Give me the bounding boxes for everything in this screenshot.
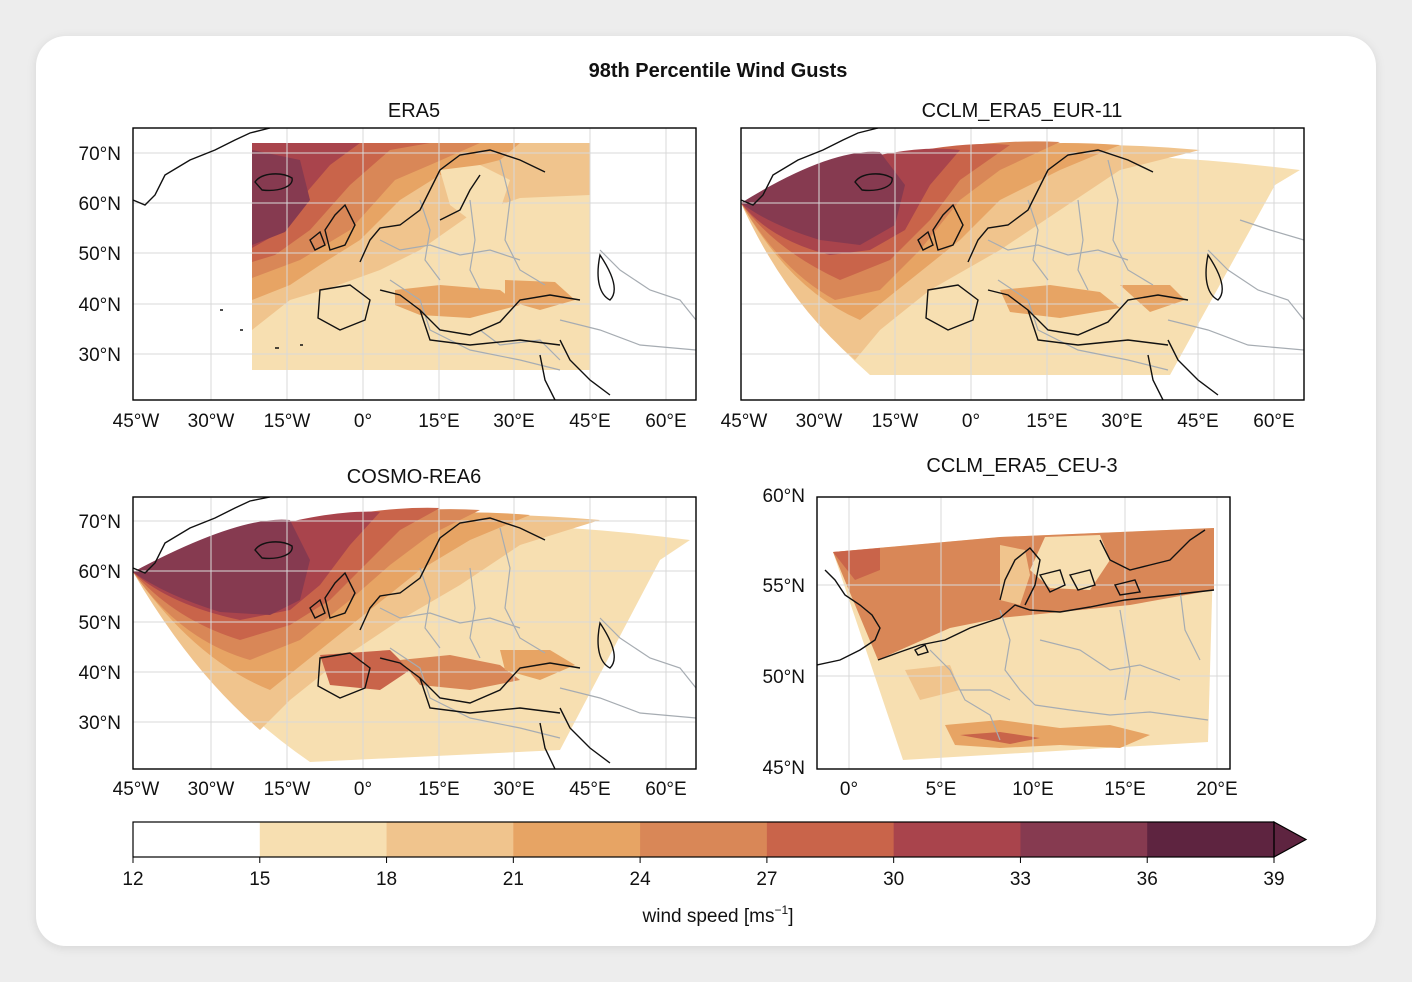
panel-title: COSMO-REA6 — [347, 466, 481, 488]
y-tick-label: 40°N — [79, 663, 121, 684]
x-tick-label: 45°W — [721, 411, 768, 432]
colorbar-swatch — [640, 822, 768, 857]
x-tick-label: 15°W — [872, 411, 919, 432]
y-tick-label: 55°N — [763, 576, 805, 597]
coastlines — [741, 128, 1223, 400]
x-tick-label: 15°W — [264, 779, 311, 800]
y-tick-label: 60°N — [763, 486, 805, 507]
x-tick-label: 60°E — [645, 411, 686, 432]
axis-ticks: 45°W 30°W 15°W 0° 15°E 30°E 45°E 60°E — [721, 411, 1295, 432]
x-tick-label: 45°E — [569, 779, 610, 800]
colorbar-tick-label: 15 — [249, 869, 270, 890]
panel-title: CCLM_ERA5_CEU-3 — [926, 455, 1117, 477]
colorbar-swatch — [766, 822, 895, 857]
colorbar-swatch — [1147, 822, 1275, 857]
coastlines — [817, 529, 1215, 666]
x-tick-label: 30°E — [493, 779, 534, 800]
colorbar-tick-label: 33 — [1010, 869, 1031, 890]
x-tick-label: 15°W — [264, 411, 311, 432]
colorbar: 12 15 18 21 24 27 30 33 36 39 wind speed [ms−1] — [122, 820, 1308, 927]
y-tick-label: 40°N — [79, 295, 121, 316]
x-tick-label: 30°W — [188, 411, 235, 432]
panel-title: ERA5 — [388, 100, 440, 122]
colorbar-tick-label: 21 — [503, 869, 524, 890]
colorbar-label: wind speed [ms−1] — [642, 903, 794, 927]
y-tick-label: 70°N — [79, 512, 121, 533]
colorbar-tick-label: 24 — [630, 869, 652, 890]
colorbar-ticks: 12 15 18 21 24 27 30 33 36 39 — [122, 857, 1285, 890]
colorbar-frame — [132, 821, 1275, 858]
colorbar-tick-label: 36 — [1137, 869, 1158, 890]
y-tick-label: 30°N — [79, 713, 121, 734]
x-tick-label: 30°E — [1101, 411, 1142, 432]
map-panel-cclm-eur11: CCLM_ERA5_EUR-11 — [721, 100, 1305, 432]
x-tick-label: 30°E — [493, 411, 534, 432]
coastlines — [133, 128, 615, 400]
country-borders — [987, 159, 1304, 371]
x-tick-label: 15°E — [418, 411, 459, 432]
y-tick-label: 60°N — [79, 194, 121, 215]
axis-ticks: 45°W 30°W 15°W 0° 15°E 30°E 45°E 60°E 70… — [79, 512, 687, 800]
colorbar-tick-label: 27 — [756, 869, 777, 890]
colorbar-swatches — [133, 820, 1308, 859]
coastlines — [133, 497, 615, 769]
colorbar-swatch — [259, 822, 388, 857]
x-tick-label: 45°E — [1177, 411, 1218, 432]
map-panel-era5: ERA5 — [79, 100, 697, 432]
x-tick-label: 15°E — [1104, 779, 1145, 800]
wind-field — [252, 143, 590, 370]
x-tick-label: 60°E — [645, 779, 686, 800]
x-tick-label: 30°W — [796, 411, 843, 432]
colorbar-swatch — [513, 822, 641, 857]
x-tick-label: 10°E — [1012, 779, 1053, 800]
y-tick-label: 60°N — [79, 562, 121, 583]
country-borders — [379, 527, 696, 739]
colorbar-tick-label: 12 — [122, 869, 143, 890]
x-tick-label: 15°E — [418, 779, 459, 800]
axis-ticks: 0° 5°E 10°E 15°E 20°E 60°N 55°N 50°N 45°… — [763, 486, 1238, 800]
country-borders — [379, 159, 696, 371]
panel-title: CCLM_ERA5_EUR-11 — [922, 100, 1123, 122]
x-tick-label: 45°W — [113, 411, 160, 432]
wind-field — [833, 528, 1214, 760]
y-tick-label: 50°N — [79, 244, 121, 265]
country-borders — [929, 589, 1209, 741]
colorbar-extend-arrow — [1273, 820, 1308, 859]
colorbar-swatch — [133, 822, 261, 857]
x-tick-label: 0° — [962, 411, 980, 432]
colorbar-tick-label: 30 — [883, 869, 904, 890]
x-tick-label: 45°W — [113, 779, 160, 800]
gridlines — [817, 497, 1230, 769]
x-tick-label: 0° — [354, 411, 372, 432]
y-tick-label: 45°N — [763, 758, 805, 779]
y-tick-label: 50°N — [763, 667, 805, 688]
y-tick-label: 70°N — [79, 144, 121, 165]
figure-title: 98th Percentile Wind Gusts — [589, 60, 848, 82]
map-panel-cclm-ceu3: CCLM_ERA5_CEU-3 — [763, 455, 1238, 800]
x-tick-label: 30°W — [188, 779, 235, 800]
x-tick-label: 0° — [354, 779, 372, 800]
colorbar-tick-label: 39 — [1263, 869, 1284, 890]
colorbar-swatch — [893, 822, 1021, 857]
colorbar-swatch — [1020, 822, 1148, 857]
y-tick-label: 50°N — [79, 613, 121, 634]
x-tick-label: 0° — [840, 779, 858, 800]
x-tick-label: 15°E — [1026, 411, 1067, 432]
gridlines — [133, 497, 696, 769]
gridlines — [133, 128, 696, 400]
map-panel-cosmo-rea6: COSMO-REA6 — [79, 466, 697, 800]
y-tick-label: 30°N — [79, 345, 121, 366]
colorbar-tick-label: 18 — [376, 869, 397, 890]
axis-ticks: 45°W 30°W 15°W 0° 15°E 30°E 45°E 60°E 70… — [79, 144, 687, 432]
x-tick-label: 5°E — [926, 779, 957, 800]
colorbar-swatch — [386, 822, 514, 857]
x-tick-label: 60°E — [1253, 411, 1294, 432]
x-tick-label: 45°E — [569, 411, 610, 432]
x-tick-label: 20°E — [1196, 779, 1237, 800]
